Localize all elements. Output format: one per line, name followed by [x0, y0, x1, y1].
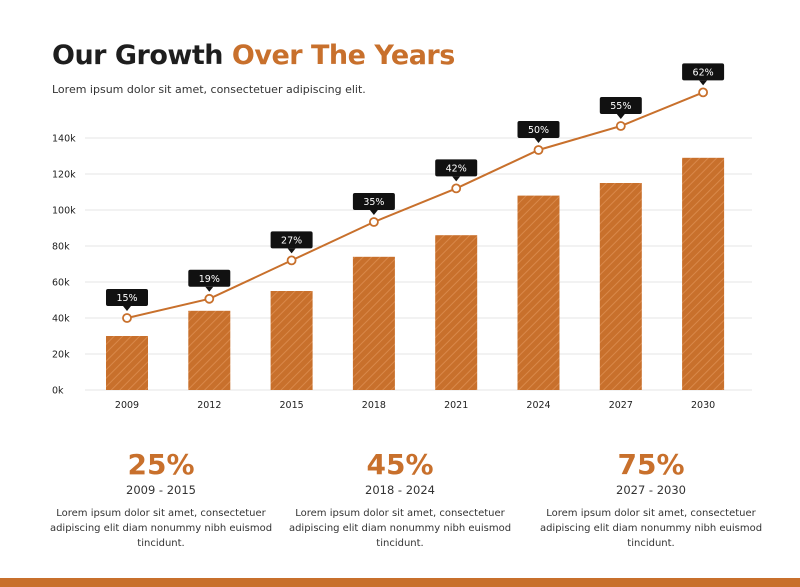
stat-block-2: 45% 2018 - 2024 Lorem ipsum dolor sit am…: [285, 450, 515, 551]
point-label: 55%: [599, 97, 642, 119]
label-pointer: [369, 210, 378, 215]
y-tick-label: 100k: [52, 206, 76, 217]
data-label: 62%: [693, 67, 714, 78]
y-tick-label: 140k: [52, 134, 76, 145]
label-pointer: [123, 306, 131, 311]
bar: [435, 235, 478, 390]
bar: [599, 183, 642, 390]
bar: [517, 195, 560, 390]
line-point: [286, 255, 297, 266]
line-point: [122, 313, 132, 323]
label-box: [106, 289, 148, 306]
page-subtitle: Lorem ipsum dolor sit amet, consectetuer…: [52, 83, 366, 96]
label-box: [517, 121, 560, 138]
title-main: Our Growth: [52, 40, 232, 71]
x-tick-label: 2027: [609, 400, 633, 411]
label-pointer: [452, 176, 461, 182]
stat-block-1: 25% 2009 - 2015 Lorem ipsum dolor sit am…: [46, 450, 276, 551]
line-point: [615, 121, 626, 131]
footer-accent-bar: [0, 578, 800, 587]
data-label: 19%: [199, 274, 220, 285]
data-label: 42%: [446, 163, 467, 174]
x-tick-label: 2021: [444, 400, 468, 411]
stat-block-3: 75% 2027 - 2030 Lorem ipsum dolor sit am…: [536, 450, 766, 551]
label-pointer: [699, 80, 708, 86]
label-pointer: [205, 286, 214, 292]
label-box: [188, 269, 231, 287]
point-label: 27%: [270, 231, 313, 254]
point-label: 50%: [517, 121, 560, 143]
label-box: [270, 231, 313, 249]
y-tick-label: 20k: [52, 350, 70, 361]
stat-range: 2027 - 2030: [616, 483, 686, 497]
data-label: 35%: [363, 197, 384, 208]
point-label: 62%: [682, 63, 725, 86]
point-label: 35%: [352, 193, 395, 215]
line-point: [698, 87, 708, 98]
point-label: 42%: [435, 159, 478, 182]
stat-value: 45%: [366, 448, 434, 481]
line-point: [451, 183, 462, 194]
chart-grid: [85, 137, 752, 391]
x-tick-label: 2024: [526, 400, 550, 411]
page-title: Our Growth Over The Years: [52, 40, 455, 71]
y-tick-label: 60k: [52, 278, 70, 289]
x-tick-label: 2009: [115, 400, 139, 411]
stat-description: Lorem ipsum dolor sit amet, consectetuer…: [49, 508, 273, 549]
data-label: 27%: [281, 235, 302, 246]
bar: [682, 157, 725, 390]
bar: [352, 256, 395, 390]
data-label: 55%: [610, 101, 631, 112]
bar: [106, 336, 148, 390]
bar: [188, 310, 231, 390]
label-box: [682, 63, 725, 81]
stat-range: 2009 - 2015: [126, 483, 196, 497]
line-series: [122, 87, 708, 323]
bar: [270, 291, 313, 390]
data-label: 15%: [116, 293, 137, 304]
series-line: [126, 91, 704, 319]
point-label: 19%: [188, 269, 231, 292]
data-labels: 15% 19% 27% 35% 42% 50% 55% 62%: [106, 63, 725, 311]
label-pointer: [534, 138, 543, 143]
bar-series: [106, 157, 725, 390]
label-pointer: [616, 114, 625, 119]
stat-range: 2018 - 2024: [365, 483, 435, 497]
stat-description: Lorem ipsum dolor sit amet, consectetuer…: [539, 508, 763, 549]
data-label: 50%: [528, 125, 549, 136]
x-tick-label: 2018: [362, 400, 386, 411]
label-box: [599, 97, 642, 114]
point-label: 15%: [106, 289, 148, 311]
line-point: [204, 293, 215, 304]
x-tick-label: 2015: [280, 400, 304, 411]
y-tick-label: 120k: [52, 170, 76, 181]
line-point: [368, 217, 379, 227]
title-accent: Over The Years: [231, 40, 455, 71]
label-box: [435, 159, 478, 177]
x-axis: 2009 2012 2015 2018 2021 2024 2027 2030: [115, 400, 715, 411]
stat-value: 25%: [127, 448, 195, 481]
y-tick-label: 40k: [52, 314, 70, 325]
stat-value: 75%: [617, 448, 685, 481]
y-tick-label: 0k: [52, 386, 64, 397]
line-point: [533, 145, 544, 155]
y-tick-label: 80k: [52, 242, 70, 253]
y-axis: 0k 20k 40k 60k 80k 100k 120k 140k: [52, 134, 76, 397]
stat-description: Lorem ipsum dolor sit amet, consectetuer…: [288, 508, 512, 549]
label-pointer: [287, 248, 296, 254]
label-box: [352, 193, 395, 210]
x-tick-label: 2012: [197, 400, 221, 411]
x-tick-label: 2030: [691, 400, 715, 411]
